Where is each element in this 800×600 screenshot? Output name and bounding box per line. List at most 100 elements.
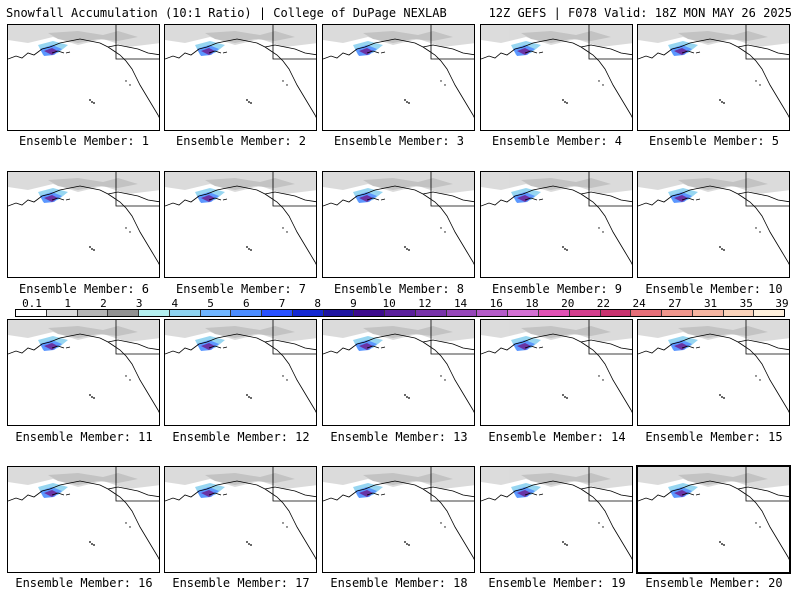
ensemble-member-map (480, 24, 633, 131)
snow-shading (481, 25, 632, 56)
snow-shading (638, 320, 789, 351)
ensemble-member-map (7, 319, 160, 426)
colorbar-segment (600, 310, 632, 316)
colorbar-segment (477, 310, 509, 316)
colorbar-tick-label: 39 (775, 297, 789, 310)
snow-shading (323, 25, 474, 56)
ensemble-member-map (322, 24, 475, 131)
colorbar-tick-label: 18 (525, 297, 539, 310)
ensemble-member-label: Ensemble Member: 4 (491, 134, 623, 148)
ensemble-member-label: Ensemble Member: 6 (18, 282, 150, 296)
colorbar-segment (723, 310, 755, 316)
ensemble-member-label: Ensemble Member: 7 (175, 282, 307, 296)
colorbar-segment (169, 310, 201, 316)
colorbar-tick-label: 31 (703, 297, 718, 310)
snow-shading (481, 172, 632, 203)
snow-shading (481, 467, 632, 498)
ensemble-member-map (7, 171, 160, 278)
colorbar-segment (200, 310, 232, 316)
snow-shading (323, 172, 474, 203)
ensemble-member-map (164, 319, 317, 426)
snow-shading (165, 467, 316, 498)
colorbar-tick-label: 27 (668, 297, 682, 310)
colorbar-segment (16, 310, 47, 316)
colorbar-tick-label: 7 (278, 297, 286, 310)
ensemble-member-label: Ensemble Member: 1 (18, 134, 150, 148)
colorbar-tick-label: 3 (135, 297, 143, 310)
ensemble-member-map (480, 171, 633, 278)
colorbar-segment (108, 310, 140, 316)
colorbar-tick-label: 22 (596, 297, 611, 310)
colorbar-tick-label: 6 (242, 297, 250, 310)
ensemble-member-label: Ensemble Member: 16 (15, 576, 153, 590)
ensemble-member-label: Ensemble Member: 12 (172, 430, 310, 444)
ensemble-member-map (164, 466, 317, 573)
ensemble-member-map (637, 24, 790, 131)
colorbar-segment (385, 310, 416, 316)
snow-shading (323, 467, 474, 498)
colorbar-segment (662, 310, 693, 316)
colorbar-tick-label: 10 (382, 297, 396, 310)
ensemble-member-map (637, 171, 790, 278)
ensemble-member-label: Ensemble Member: 20 (645, 576, 783, 590)
colorbar-segment (539, 310, 570, 316)
colorbar-tick-label: 8 (314, 297, 322, 310)
ensemble-member-map (7, 466, 160, 573)
snow-shading (165, 25, 316, 56)
colorbar-segment (754, 310, 785, 316)
colorbar-tick-label: 4 (171, 297, 179, 310)
ensemble-member-label: Ensemble Member: 11 (15, 430, 153, 444)
ensemble-member-label: Ensemble Member: 18 (330, 576, 468, 590)
ensemble-member-label: Ensemble Member: 17 (172, 576, 310, 590)
colorbar-labels: 0.1 1 2 3 4 5 6 7 8 9 10 12 14 16 18 20 22 24 27 31 35 39 (15, 297, 789, 310)
colorbar-segment (231, 310, 263, 316)
snow-shading (323, 320, 474, 351)
colorbar-segment (569, 310, 601, 316)
colorbar-segment (77, 310, 109, 316)
snow-shading (165, 172, 316, 203)
snow-shading (8, 320, 159, 351)
ensemble-member-label: Ensemble Member: 14 (488, 430, 626, 444)
colorbar-segment (415, 310, 447, 316)
ensemble-member-label: Ensemble Member: 19 (488, 576, 626, 590)
ensemble-member-map (480, 466, 633, 573)
ensemble-member-map (637, 319, 790, 426)
ensemble-member-label: Ensemble Member: 13 (330, 430, 468, 444)
snow-shading (165, 320, 316, 351)
colorbar-segment (139, 310, 170, 316)
ensemble-member-label: Ensemble Member: 2 (175, 134, 307, 148)
map-title: Snowfall Accumulation (10:1 Ratio) | Col… (6, 6, 447, 20)
snow-shading (638, 467, 789, 498)
colorbar-tick-label: 9 (350, 297, 357, 310)
snow-shading (8, 25, 159, 56)
ensemble-member-map (7, 24, 160, 131)
colorbar-tick-label: 1 (64, 297, 72, 310)
ensemble-member-map (164, 24, 317, 131)
snow-shading (8, 467, 159, 498)
colorbar-tick-label: 35 (739, 297, 753, 310)
snow-shading (8, 172, 159, 203)
ensemble-member-map (322, 319, 475, 426)
ensemble-member-label: Ensemble Member: 5 (648, 134, 780, 148)
colorbar-segment (323, 310, 355, 316)
snowfall-colorbar (15, 309, 785, 317)
colorbar-tick-label: 12 (418, 297, 432, 310)
ensemble-member-label: Ensemble Member: 9 (491, 282, 623, 296)
colorbar-segment (262, 310, 293, 316)
colorbar-segment (692, 310, 724, 316)
colorbar-segment (46, 310, 78, 316)
colorbar-tick-label: 16 (489, 297, 503, 310)
ensemble-member-label: Ensemble Member: 8 (333, 282, 465, 296)
ensemble-member-label: Ensemble Member: 10 (645, 282, 783, 296)
ensemble-member-map (164, 171, 317, 278)
colorbar-segment (354, 310, 386, 316)
colorbar-segment (292, 310, 324, 316)
snow-shading (638, 172, 789, 203)
colorbar-tick-label: 2 (100, 297, 107, 310)
run-valid-time: 12Z GEFS | F078 Valid: 18Z MON MAY 26 20… (488, 6, 792, 20)
colorbar-tick-label: 5 (207, 297, 214, 310)
ensemble-member-label: Ensemble Member: 15 (645, 430, 783, 444)
colorbar-segment (631, 310, 663, 316)
ensemble-member-map (322, 171, 475, 278)
colorbar-tick-label: 14 (453, 297, 468, 310)
